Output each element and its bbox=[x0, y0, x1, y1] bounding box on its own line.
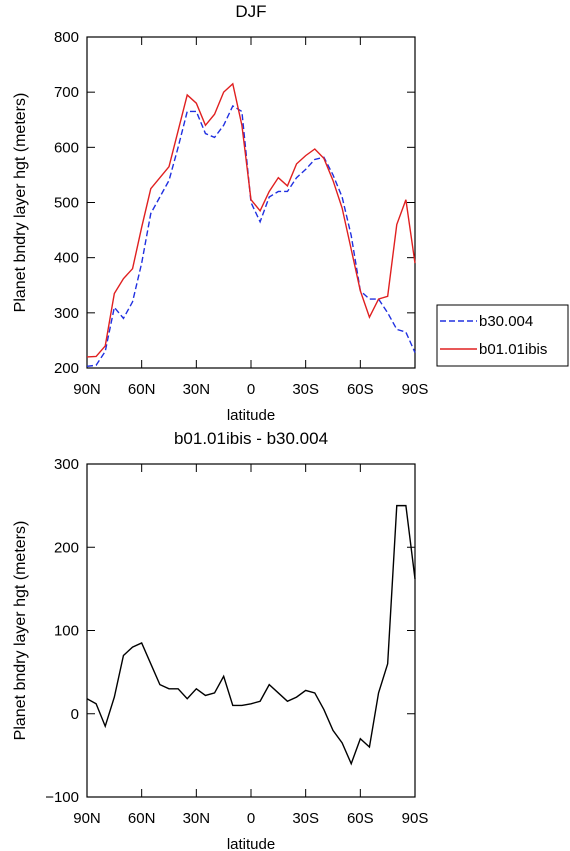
y-tick-label: 600 bbox=[54, 139, 79, 156]
x-tick-label: 0 bbox=[247, 810, 255, 827]
plot-frame bbox=[86, 463, 416, 798]
y-axis-label: Planet bndry layer hgt (meters) bbox=[12, 521, 29, 741]
chart-title: DJF bbox=[235, 2, 266, 21]
y-tick-label: 400 bbox=[54, 250, 79, 267]
x-axis-label: latitude bbox=[227, 836, 275, 851]
y-tick-label: −100 bbox=[45, 789, 79, 806]
y-axis-label: Planet bndry layer hgt (meters) bbox=[12, 93, 29, 313]
y-tick-label: 500 bbox=[54, 195, 79, 212]
series-line bbox=[86, 504, 416, 766]
x-tick-label: 60S bbox=[347, 810, 374, 827]
x-tick-label: 90N bbox=[73, 810, 101, 827]
y-tick-label: 200 bbox=[54, 360, 79, 377]
y-tick-label: 100 bbox=[54, 623, 79, 640]
x-tick-label: 30S bbox=[292, 381, 319, 398]
y-tick-label: 700 bbox=[54, 84, 79, 101]
x-tick-label: 90N bbox=[73, 381, 101, 398]
legend-label: b30.004 bbox=[479, 313, 533, 330]
x-tick-label: 30N bbox=[183, 381, 211, 398]
series-line bbox=[86, 104, 416, 368]
y-tick-label: 0 bbox=[71, 706, 79, 723]
legend-label: b01.01ibis bbox=[479, 341, 547, 358]
x-axis-label: latitude bbox=[227, 407, 275, 424]
y-tick-label: 300 bbox=[54, 456, 79, 473]
plot-frame bbox=[86, 36, 416, 369]
y-tick-label: 300 bbox=[54, 305, 79, 322]
x-tick-label: 30S bbox=[292, 810, 319, 827]
legend-box bbox=[436, 304, 569, 367]
chart-title: b01.01ibis - b30.004 bbox=[174, 429, 328, 448]
x-tick-label: 60S bbox=[347, 381, 374, 398]
y-tick-label: 800 bbox=[54, 29, 79, 46]
x-tick-label: 90S bbox=[402, 381, 429, 398]
x-tick-label: 60N bbox=[128, 381, 156, 398]
x-tick-label: 0 bbox=[247, 381, 255, 398]
x-tick-label: 30N bbox=[183, 810, 211, 827]
x-tick-label: 90S bbox=[402, 810, 429, 827]
series-line bbox=[86, 82, 416, 358]
y-tick-label: 200 bbox=[54, 539, 79, 556]
x-tick-label: 60N bbox=[128, 810, 156, 827]
